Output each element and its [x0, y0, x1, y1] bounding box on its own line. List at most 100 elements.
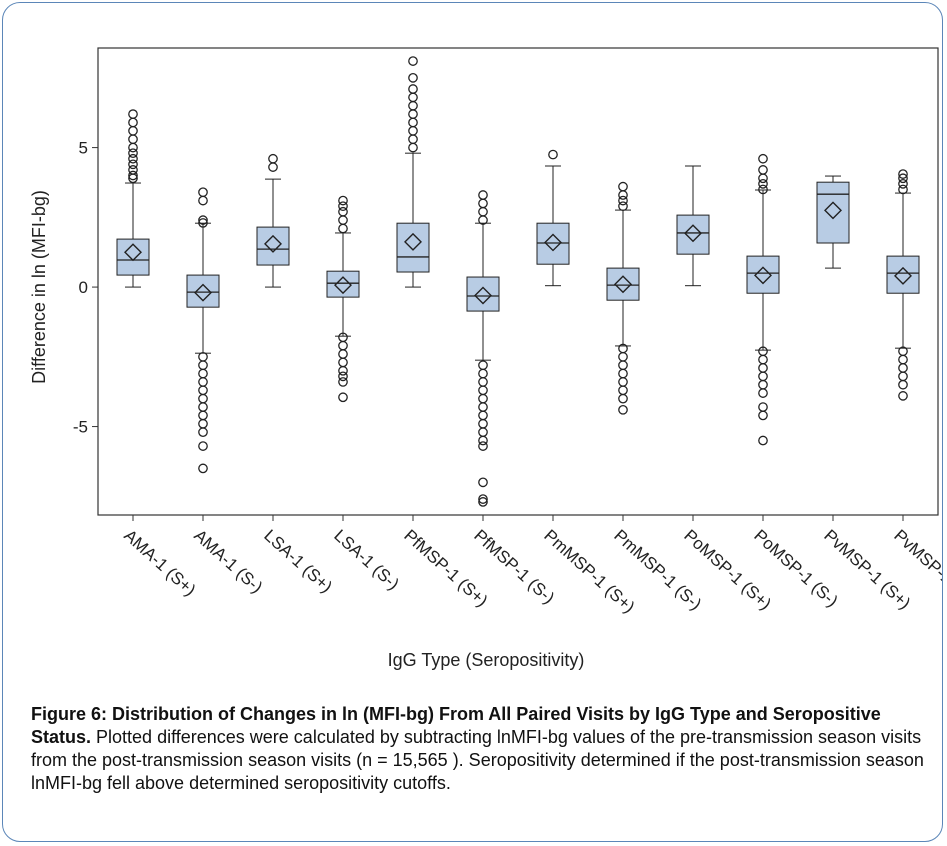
outlier [618, 351, 628, 362]
outlier [478, 190, 488, 200]
outlier [338, 349, 348, 359]
mean-marker [894, 266, 912, 285]
outlier [618, 377, 628, 387]
outlier [898, 354, 908, 365]
outlier [198, 218, 208, 228]
outlier [758, 371, 768, 382]
mean-marker [684, 224, 702, 243]
outlier [408, 117, 418, 128]
outlier [758, 179, 768, 189]
x-tick-label: LSA-1 (S+) [260, 526, 336, 597]
outlier [618, 360, 628, 371]
outlier [338, 365, 348, 376]
outlier [338, 340, 348, 351]
outlier [198, 351, 208, 362]
outlier [618, 201, 628, 212]
outlier [478, 198, 488, 209]
x-axis-label: IgG Type (Seropositivity) [388, 650, 585, 670]
outlier [898, 379, 908, 390]
outlier [408, 84, 418, 94]
outlier [408, 126, 418, 136]
outlier [128, 153, 138, 164]
outlier [758, 379, 768, 390]
outlier [338, 195, 348, 206]
box [186, 274, 220, 308]
outlier [758, 184, 768, 195]
y-tick-label: -5 [73, 418, 88, 437]
mean-marker [404, 232, 422, 251]
outlier [898, 391, 908, 401]
caption-text: Plotted differences were calculated by s… [31, 727, 924, 793]
box [256, 226, 290, 266]
mean-marker [754, 266, 772, 285]
outlier [758, 165, 768, 175]
outlier [758, 173, 768, 184]
outlier [198, 393, 208, 404]
box [816, 181, 850, 244]
mean-marker [824, 201, 842, 220]
outlier [898, 179, 908, 189]
mean-marker [474, 286, 492, 305]
outlier [338, 201, 348, 212]
outlier [618, 393, 628, 404]
outlier [198, 418, 208, 429]
mean-marker [194, 283, 212, 302]
outlier [198, 402, 208, 412]
outlier [268, 153, 278, 164]
outlier [198, 463, 208, 474]
outlier [128, 165, 138, 175]
outlier [198, 410, 208, 421]
outlier [338, 392, 348, 403]
box [536, 222, 570, 265]
outlier [338, 377, 348, 387]
outlier [898, 371, 908, 382]
mean-marker [264, 234, 282, 253]
outlier [478, 441, 488, 451]
box [606, 267, 640, 301]
mean-marker [334, 276, 352, 295]
outlier [338, 371, 348, 382]
outlier [198, 427, 208, 437]
outlier [758, 435, 768, 446]
outlier [478, 497, 488, 507]
outlier [758, 402, 768, 412]
outlier [618, 190, 628, 200]
outlier [478, 410, 488, 421]
outlier [478, 377, 488, 387]
outlier [408, 56, 418, 66]
outlier [898, 184, 908, 195]
outlier [408, 109, 418, 119]
outlier [478, 206, 488, 217]
box [676, 214, 710, 255]
outlier [408, 92, 418, 103]
outlier [478, 385, 488, 396]
outlier [618, 404, 628, 415]
outlier [408, 100, 418, 111]
outlier [128, 126, 138, 136]
outlier [128, 142, 138, 153]
outlier [618, 385, 628, 396]
outlier [478, 418, 488, 429]
outlier [198, 368, 208, 379]
mean-marker [124, 243, 142, 262]
box [396, 222, 430, 273]
outlier [128, 148, 138, 159]
outlier [898, 363, 908, 373]
outlier [758, 354, 768, 365]
outlier [128, 159, 138, 170]
outlier [198, 215, 208, 225]
outlier [478, 402, 488, 412]
outlier [408, 142, 418, 153]
plot-area [97, 47, 939, 516]
outlier [338, 357, 348, 368]
outlier [478, 435, 488, 446]
y-tick-label: 0 [79, 278, 88, 297]
mean-marker [614, 275, 632, 294]
outlier [478, 494, 488, 504]
outlier [198, 441, 208, 451]
box [466, 276, 500, 312]
outlier [198, 195, 208, 206]
outlier [128, 134, 138, 145]
outlier [758, 363, 768, 373]
outlier [198, 377, 208, 387]
